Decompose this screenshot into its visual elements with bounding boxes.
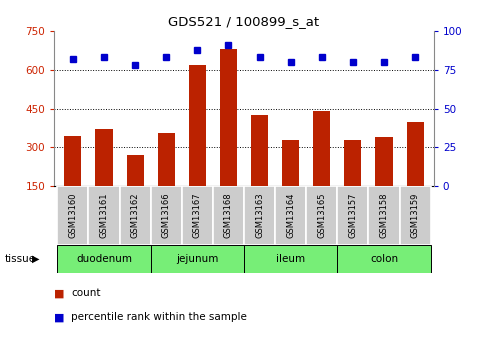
Text: ileum: ileum [276,254,305,264]
Bar [313,111,330,186]
Bar [220,49,237,186]
Bar [251,115,268,186]
Bar [57,186,88,245]
Bar [189,65,206,186]
Text: ▶: ▶ [32,254,39,264]
Text: jejunum: jejunum [176,254,218,264]
Text: GSM13167: GSM13167 [193,193,202,238]
Bar [400,186,431,245]
Text: GSM13165: GSM13165 [317,193,326,238]
Bar [376,137,392,186]
Bar [213,186,244,245]
Bar [120,186,151,245]
Bar [88,186,120,245]
Text: GSM13159: GSM13159 [411,193,420,238]
Bar [96,129,112,186]
Text: GSM13166: GSM13166 [162,193,171,238]
Text: GSM13161: GSM13161 [100,193,108,238]
Bar [158,133,175,186]
Bar [407,121,423,186]
Bar [282,140,299,186]
Text: count: count [71,288,101,298]
Text: GSM13164: GSM13164 [286,193,295,238]
Title: GDS521 / 100899_s_at: GDS521 / 100899_s_at [169,16,319,29]
Bar [151,245,244,273]
Text: GSM13160: GSM13160 [69,193,77,238]
Text: ■: ■ [54,313,65,322]
Text: tissue: tissue [5,254,36,264]
Text: colon: colon [370,254,398,264]
Bar [337,245,431,273]
Bar [275,186,306,245]
Bar [306,186,337,245]
Text: GSM13163: GSM13163 [255,193,264,238]
Text: percentile rank within the sample: percentile rank within the sample [71,313,247,322]
Bar [65,136,81,186]
Bar [345,140,361,186]
Bar [337,186,368,245]
Bar [368,186,400,245]
Text: GSM13158: GSM13158 [380,193,388,238]
Text: GSM13162: GSM13162 [131,193,140,238]
Text: GSM13157: GSM13157 [349,193,357,238]
Bar [244,245,337,273]
Bar [151,186,182,245]
Bar [57,245,151,273]
Bar [127,155,143,186]
Bar [244,186,275,245]
Bar [182,186,213,245]
Text: ■: ■ [54,288,65,298]
Text: GSM13168: GSM13168 [224,193,233,238]
Text: duodenum: duodenum [76,254,132,264]
